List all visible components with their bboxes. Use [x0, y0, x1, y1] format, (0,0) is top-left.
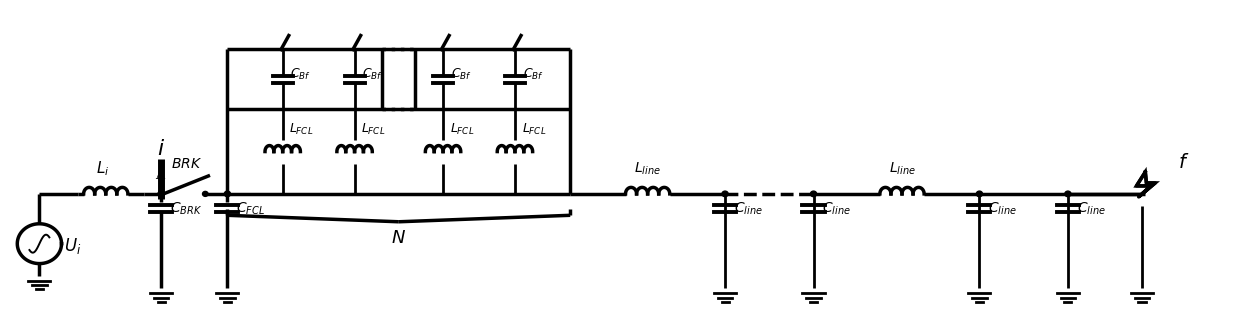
Text: $C_{Bf}$: $C_{Bf}$ [451, 67, 471, 82]
Text: $L_{FCL}$: $L_{FCL}$ [450, 122, 474, 137]
Text: $f$: $f$ [1178, 153, 1189, 172]
Text: $C_{Bf}$: $C_{Bf}$ [362, 67, 383, 82]
Circle shape [722, 191, 728, 197]
Text: $i$: $i$ [157, 138, 165, 160]
Text: $N$: $N$ [392, 229, 407, 247]
Circle shape [811, 191, 817, 197]
Circle shape [202, 191, 208, 196]
Text: $C_{line}$: $C_{line}$ [1076, 201, 1106, 217]
Text: $C_{line}$: $C_{line}$ [988, 201, 1017, 217]
Circle shape [159, 191, 164, 196]
Text: $L_i$: $L_i$ [95, 159, 109, 178]
Text: $C_{line}$: $C_{line}$ [734, 201, 763, 217]
Polygon shape [1136, 172, 1156, 197]
Circle shape [157, 191, 164, 197]
Text: $C_{FCL}$: $C_{FCL}$ [237, 201, 265, 217]
Text: $BRK$: $BRK$ [171, 157, 202, 171]
Text: $L_{line}$: $L_{line}$ [889, 161, 915, 177]
Text: $L_{FCL}$: $L_{FCL}$ [522, 122, 546, 137]
Text: A: A [155, 169, 165, 182]
Text: $U_i$: $U_i$ [63, 236, 81, 256]
Text: $C_{line}$: $C_{line}$ [822, 201, 851, 217]
Text: $L_{FCL}$: $L_{FCL}$ [289, 122, 314, 137]
Text: $C_{Bf}$: $C_{Bf}$ [290, 67, 311, 82]
Circle shape [976, 191, 982, 197]
Circle shape [1065, 191, 1071, 197]
Text: $C_{Bf}$: $C_{Bf}$ [523, 67, 543, 82]
Circle shape [224, 191, 231, 197]
Text: $L_{FCL}$: $L_{FCL}$ [361, 122, 386, 137]
Text: $L_{line}$: $L_{line}$ [634, 161, 661, 177]
Text: $C_{BRK}$: $C_{BRK}$ [170, 201, 202, 217]
